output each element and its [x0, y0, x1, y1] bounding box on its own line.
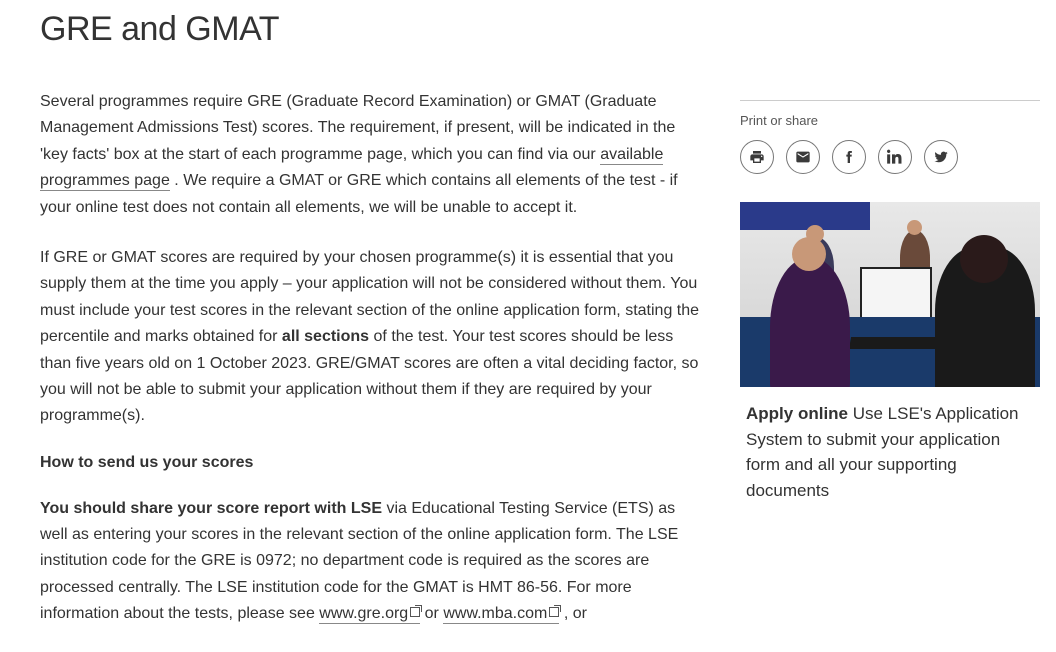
apply-online-card[interactable]: Apply online Use LSE's Application Syste… [740, 202, 1040, 509]
email-button[interactable] [786, 140, 820, 174]
facebook-button[interactable] [832, 140, 866, 174]
para3-text-b: , or [564, 605, 587, 622]
apply-online-image [740, 202, 1040, 387]
intro-paragraph: Several programmes require GRE (Graduate… [40, 89, 700, 221]
para3-text-a: via Educational Testing Service (ETS) as… [40, 500, 678, 623]
all-sections-emphasis: all sections [282, 328, 369, 345]
print-button[interactable] [740, 140, 774, 174]
gre-org-link-text: www.gre.org [319, 605, 408, 622]
gre-org-link[interactable]: www.gre.org [319, 605, 420, 624]
main-content: GRE and GMAT Several programmes require … [40, 10, 700, 652]
para3-mid: or [425, 605, 444, 622]
external-link-icon [410, 607, 420, 617]
page-title: GRE and GMAT [40, 10, 700, 49]
apply-online-caption: Apply online Use LSE's Application Syste… [740, 387, 1040, 509]
linkedin-button[interactable] [878, 140, 912, 174]
print-share-label: Print or share [740, 100, 1040, 128]
print-icon [749, 149, 765, 165]
email-icon [795, 149, 811, 165]
twitter-button[interactable] [924, 140, 958, 174]
external-link-icon [549, 607, 559, 617]
sidebar: Print or share [740, 10, 1040, 652]
send-scores-paragraph: You should share your score report with … [40, 496, 700, 628]
linkedin-icon [887, 149, 903, 165]
mba-com-link-text: www.mba.com [443, 605, 547, 622]
requirements-paragraph: If GRE or GMAT scores are required by yo… [40, 245, 700, 430]
facebook-icon [841, 149, 857, 165]
share-buttons [740, 140, 1040, 174]
para1-text-a: Several programmes require GRE (Graduate… [40, 93, 675, 163]
twitter-icon [933, 149, 949, 165]
mba-com-link[interactable]: www.mba.com [443, 605, 559, 624]
how-to-send-subhead: How to send us your scores [40, 454, 700, 472]
share-report-emphasis: You should share your score report with … [40, 500, 382, 517]
apply-online-lead: Apply online [746, 404, 848, 423]
